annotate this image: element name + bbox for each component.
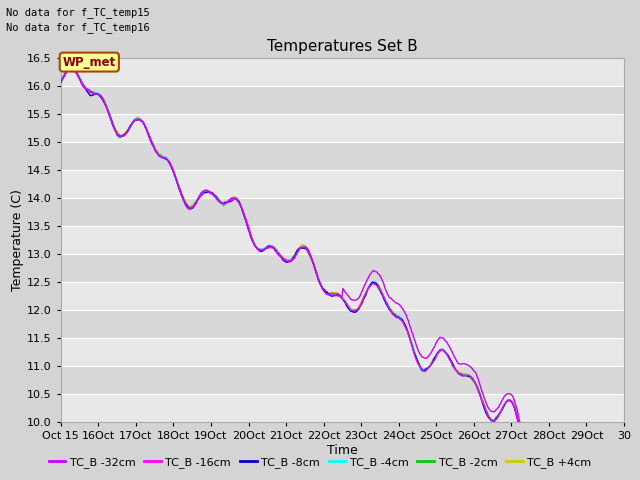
TC_B +4cm <box>68 64 76 70</box>
TC_B -16cm <box>326 291 333 297</box>
TC_B -16cm <box>521 431 529 436</box>
Bar <box>61 58 624 85</box>
Bar <box>61 254 624 282</box>
Text: No data for f_TC_temp16: No data for f_TC_temp16 <box>6 22 150 33</box>
TC_B -32cm <box>363 278 371 284</box>
TC_B -8cm <box>518 431 526 436</box>
TC_B -4cm <box>363 288 371 294</box>
TC_B -4cm <box>394 313 401 319</box>
TC_B -16cm <box>329 290 337 296</box>
TC_B -32cm <box>394 300 401 306</box>
TC_B -4cm <box>518 431 525 436</box>
TC_B -4cm <box>329 291 337 297</box>
TC_B -16cm <box>518 431 525 436</box>
TC_B -32cm <box>57 79 65 85</box>
TC_B -16cm <box>394 315 401 321</box>
TC_B -8cm <box>521 431 529 436</box>
TC_B -8cm <box>57 80 65 86</box>
Y-axis label: Temperature (C): Temperature (C) <box>12 189 24 291</box>
TC_B -2cm <box>620 431 628 436</box>
TC_B -4cm <box>326 290 333 296</box>
Title: Temperatures Set B: Temperatures Set B <box>267 39 418 54</box>
X-axis label: Time: Time <box>327 444 358 457</box>
TC_B +4cm <box>609 431 616 436</box>
Line: TC_B -16cm: TC_B -16cm <box>61 69 624 433</box>
TC_B -4cm <box>66 64 74 70</box>
TC_B +4cm <box>518 431 525 436</box>
TC_B -4cm <box>620 431 628 436</box>
TC_B -2cm <box>57 78 65 84</box>
TC_B -32cm <box>520 431 527 436</box>
TC_B -8cm <box>326 291 333 297</box>
TC_B -32cm <box>326 293 333 299</box>
Bar <box>61 226 624 254</box>
TC_B +4cm <box>394 313 401 319</box>
TC_B -16cm <box>620 431 628 436</box>
TC_B -8cm <box>394 314 401 320</box>
Bar <box>61 198 624 226</box>
Legend: TC_B -32cm, TC_B -16cm, TC_B -8cm, TC_B -4cm, TC_B -2cm, TC_B +4cm: TC_B -32cm, TC_B -16cm, TC_B -8cm, TC_B … <box>44 452 596 472</box>
TC_B -8cm <box>620 431 628 436</box>
Bar <box>61 85 624 114</box>
TC_B -2cm <box>609 431 616 436</box>
Bar <box>61 170 624 198</box>
Line: TC_B +4cm: TC_B +4cm <box>61 67 624 433</box>
TC_B -32cm <box>521 431 529 436</box>
TC_B -2cm <box>67 64 75 70</box>
Text: No data for f_TC_temp15: No data for f_TC_temp15 <box>6 7 150 18</box>
Bar <box>61 366 624 395</box>
TC_B -2cm <box>518 431 525 436</box>
TC_B -4cm <box>609 431 616 436</box>
TC_B -2cm <box>363 288 371 294</box>
Bar <box>61 395 624 422</box>
TC_B -8cm <box>609 431 616 436</box>
TC_B -32cm <box>620 431 628 436</box>
Line: TC_B -2cm: TC_B -2cm <box>61 67 624 433</box>
Line: TC_B -4cm: TC_B -4cm <box>61 67 624 433</box>
TC_B -16cm <box>609 431 616 436</box>
Bar <box>61 142 624 170</box>
Text: WP_met: WP_met <box>63 56 116 69</box>
TC_B +4cm <box>326 290 333 296</box>
TC_B -2cm <box>394 312 401 318</box>
TC_B -8cm <box>329 293 337 299</box>
TC_B -8cm <box>68 64 76 70</box>
Line: TC_B -32cm: TC_B -32cm <box>61 68 624 433</box>
Bar <box>61 310 624 338</box>
TC_B -16cm <box>363 289 371 295</box>
TC_B -32cm <box>609 431 616 436</box>
TC_B +4cm <box>620 431 628 436</box>
TC_B -32cm <box>67 65 75 71</box>
TC_B -32cm <box>329 293 337 299</box>
Bar <box>61 282 624 310</box>
TC_B +4cm <box>57 79 65 84</box>
TC_B -2cm <box>329 292 337 298</box>
TC_B +4cm <box>329 289 337 295</box>
TC_B +4cm <box>363 288 371 294</box>
TC_B -2cm <box>521 431 529 436</box>
Bar <box>61 114 624 142</box>
Line: TC_B -8cm: TC_B -8cm <box>61 67 624 433</box>
TC_B -16cm <box>57 79 65 85</box>
Bar <box>61 338 624 366</box>
TC_B -8cm <box>363 289 371 295</box>
TC_B -4cm <box>57 79 65 85</box>
TC_B -4cm <box>521 431 529 436</box>
TC_B -2cm <box>326 291 333 297</box>
TC_B -16cm <box>67 66 75 72</box>
TC_B +4cm <box>521 431 529 436</box>
